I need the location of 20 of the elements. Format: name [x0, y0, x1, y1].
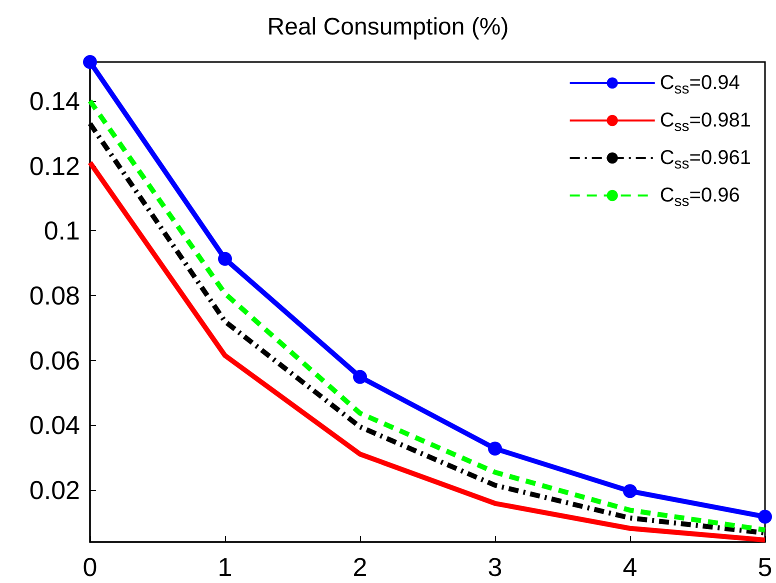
- y-tick-label: 0.14: [29, 86, 80, 116]
- x-tick-label: 5: [758, 552, 772, 582]
- point: [353, 370, 367, 384]
- y-tick-label: 0.1: [44, 216, 80, 246]
- point: [83, 55, 97, 69]
- y-tick-label: 0.08: [29, 280, 80, 311]
- y-tick-label: 0.12: [29, 150, 80, 181]
- x-tick-label: 4: [622, 552, 638, 582]
- point: [758, 510, 772, 524]
- x-tick-label: 0: [82, 552, 98, 582]
- point: [488, 442, 502, 456]
- point: [623, 484, 637, 498]
- x-tick-label: 3: [488, 552, 502, 582]
- y-tick-label: 0.06: [29, 345, 80, 376]
- x-tick-label: 2: [352, 552, 368, 582]
- x-tick-label: 1: [218, 552, 232, 582]
- chart-title: Real Consumption (%): [267, 14, 509, 40]
- point: [218, 252, 232, 266]
- y-tick-label: 0.02: [29, 475, 80, 506]
- y-tick-label: 0.04: [29, 410, 80, 440]
